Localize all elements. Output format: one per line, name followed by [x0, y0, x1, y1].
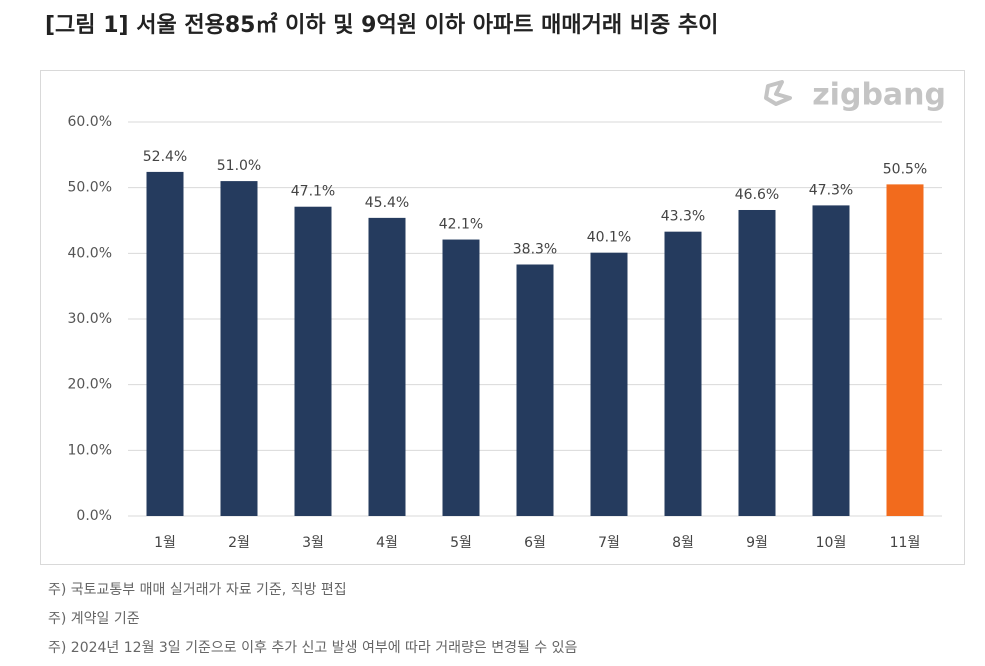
- watermark: zigbang: [812, 78, 946, 113]
- bar: [886, 184, 924, 516]
- data-label: 47.1%: [291, 184, 335, 200]
- bar: [442, 239, 480, 516]
- y-tick-label: 20.0%: [68, 377, 112, 393]
- y-tick-label: 0.0%: [76, 508, 112, 524]
- x-tick-label: 5월: [450, 535, 472, 551]
- bar: [590, 252, 628, 516]
- bar: [738, 209, 776, 516]
- x-tick-label: 4월: [376, 535, 398, 551]
- bar: [220, 181, 258, 516]
- data-label: 50.5%: [883, 161, 927, 177]
- data-label: 46.6%: [735, 187, 779, 203]
- x-tick-label: 11월: [890, 535, 921, 551]
- data-label: 43.3%: [661, 209, 705, 225]
- footnote: 주) 2024년 12월 3일 기준으로 이후 추가 신고 발생 여부에 따라 …: [48, 640, 578, 656]
- x-tick-label: 3월: [302, 535, 324, 551]
- x-tick-label: 7월: [598, 535, 620, 551]
- chart-title: [그림 1] 서울 전용85㎡ 이하 및 9억원 이하 아파트 매매거래 비중 …: [45, 12, 718, 38]
- data-label: 42.1%: [439, 217, 483, 233]
- y-tick-label: 60.0%: [68, 114, 112, 130]
- data-label: 51.0%: [217, 158, 261, 174]
- y-tick-label: 50.0%: [68, 180, 112, 196]
- footnote: 주) 국토교통부 매매 실거래가 자료 기준, 직방 편집: [48, 582, 347, 598]
- logo-icon: [764, 80, 792, 106]
- bar: [368, 217, 406, 516]
- bar: [812, 205, 850, 516]
- x-tick-label: 6월: [524, 535, 546, 551]
- y-tick-label: 30.0%: [68, 311, 112, 327]
- chart-frame: [40, 70, 965, 565]
- y-tick-label: 10.0%: [68, 442, 112, 458]
- data-label: 40.1%: [587, 230, 631, 246]
- x-tick-label: 8월: [672, 535, 694, 551]
- x-tick-label: 9월: [746, 535, 768, 551]
- x-tick-label: 10월: [816, 535, 847, 551]
- data-label: 45.4%: [365, 195, 409, 211]
- data-label: 52.4%: [143, 149, 187, 165]
- y-tick-label: 40.0%: [68, 245, 112, 261]
- data-label: 47.3%: [809, 182, 853, 198]
- x-tick-label: 1월: [154, 535, 176, 551]
- data-label: 38.3%: [513, 241, 557, 257]
- x-tick-label: 2월: [228, 535, 250, 551]
- bar: [146, 171, 184, 516]
- bar: [294, 206, 332, 516]
- footnote: 주) 계약일 기준: [48, 611, 140, 627]
- bar: [516, 264, 554, 516]
- bar: [664, 231, 702, 516]
